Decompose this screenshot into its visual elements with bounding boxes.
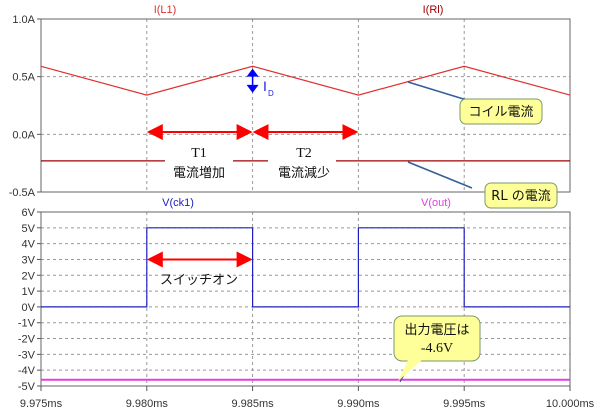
y-tick-label: -2V [18, 334, 36, 346]
callout-rl-current [484, 182, 558, 209]
y-tick-label: 4V [22, 239, 36, 251]
y-tick-label: 5V [22, 223, 36, 235]
y-tick-label: 2V [22, 270, 36, 282]
t1-description: 電流増加 [173, 166, 225, 181]
x-tick-label: 9.995ms [443, 398, 486, 410]
legend-I(L1): I(L1) [154, 4, 177, 16]
legend-V(out): V(out) [421, 197, 451, 209]
callout-rl-text: RL の電流 [491, 189, 550, 204]
y-tick-label: 0.5A [12, 72, 35, 84]
x-tick-label: 9.980ms [126, 398, 169, 410]
y-tick-label: 6V [22, 207, 36, 219]
callout-vout-line1: 出力電圧は [404, 323, 469, 338]
series-V(ck1) [41, 227, 570, 308]
id-subscript: D [268, 89, 274, 98]
x-tick-label: 9.990ms [337, 398, 380, 410]
x-tick-label: 9.985ms [231, 398, 274, 410]
ripple-arrow-head-down [246, 84, 259, 93]
switch-on-label: スイッチオン [160, 273, 238, 288]
legend-V(ck1): V(ck1) [162, 197, 194, 209]
plot-frame [40, 211, 571, 387]
t2-description: 電流減少 [278, 165, 330, 181]
legend-I(Rl): I(Rl) [423, 4, 444, 16]
y-tick-label: -3V [18, 349, 36, 361]
y-tick-label: 0V [22, 302, 36, 314]
series-I(L1) [40, 65, 571, 96]
x-tick-label: 10.000ms [546, 398, 595, 410]
y-tick-label: -1V [18, 318, 36, 330]
id-label: I [263, 78, 267, 94]
callout-vout-line2: -4.6V [421, 341, 453, 356]
y-tick-label: -4V [18, 365, 36, 377]
y-tick-label: 3V [22, 254, 36, 266]
x-tick-label: 9.975ms [20, 398, 63, 410]
y-tick-label: 0.0A [12, 129, 35, 141]
t2-label: T2 [296, 146, 312, 161]
y-tick-label: 1.0A [12, 14, 35, 26]
y-tick-label: 1V [22, 286, 36, 298]
y-tick-label: -5V [18, 381, 36, 393]
t1-label: T1 [191, 146, 207, 161]
callout-vout [393, 315, 481, 362]
ripple-arrow-head-up [246, 68, 259, 77]
y-tick-label: -0.5A [9, 187, 36, 199]
callout-coil-current [459, 98, 543, 125]
plot-frame [40, 18, 571, 193]
callout-coil-text: コイル電流 [468, 105, 533, 120]
